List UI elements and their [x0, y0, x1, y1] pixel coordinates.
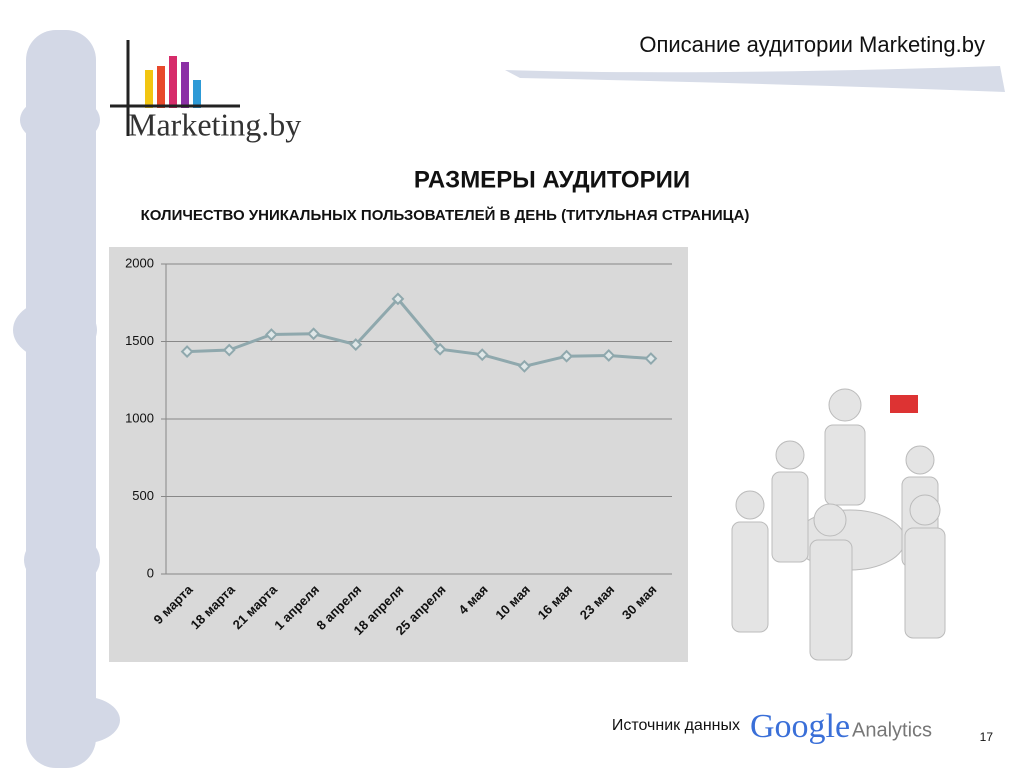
y-tick-label: 1000	[125, 410, 154, 425]
data-point	[560, 349, 573, 363]
data-point	[222, 343, 236, 357]
data-point	[349, 338, 363, 352]
data-point	[180, 345, 194, 358]
y-tick-label: 1500	[125, 333, 154, 348]
people-illustration	[731, 388, 946, 661]
data-point	[265, 328, 278, 341]
y-tick-label: 0	[147, 565, 154, 580]
data-point	[391, 292, 405, 306]
logo: Marketing.by	[110, 40, 301, 142]
source-label: Источник данных	[612, 717, 740, 734]
left-decoration	[13, 30, 120, 768]
header-decoration	[505, 66, 1005, 92]
data-point	[602, 349, 616, 362]
y-tick-label: 2000	[125, 255, 154, 270]
data-point	[475, 348, 489, 362]
data-point	[518, 359, 531, 373]
page-number: 17	[980, 730, 994, 744]
chart-area	[109, 247, 688, 662]
data-point	[433, 342, 447, 356]
google-brand: Google	[750, 708, 850, 745]
chart-subtitle: КОЛИЧЕСТВО УНИКАЛЬНЫХ ПОЛЬЗОВАТЕЛЕЙ В ДЕ…	[141, 206, 750, 224]
y-tick-label: 500	[132, 488, 154, 503]
data-point	[307, 327, 320, 341]
logo-text: Marketing.by	[128, 106, 301, 142]
data-point	[644, 352, 658, 365]
header-title: Описание аудитории Marketing.by	[639, 32, 985, 57]
chart-title: РАЗМЕРЫ АУДИТОРИИ	[414, 166, 690, 193]
analytics-label: Analytics	[852, 719, 932, 741]
line	[187, 296, 652, 368]
